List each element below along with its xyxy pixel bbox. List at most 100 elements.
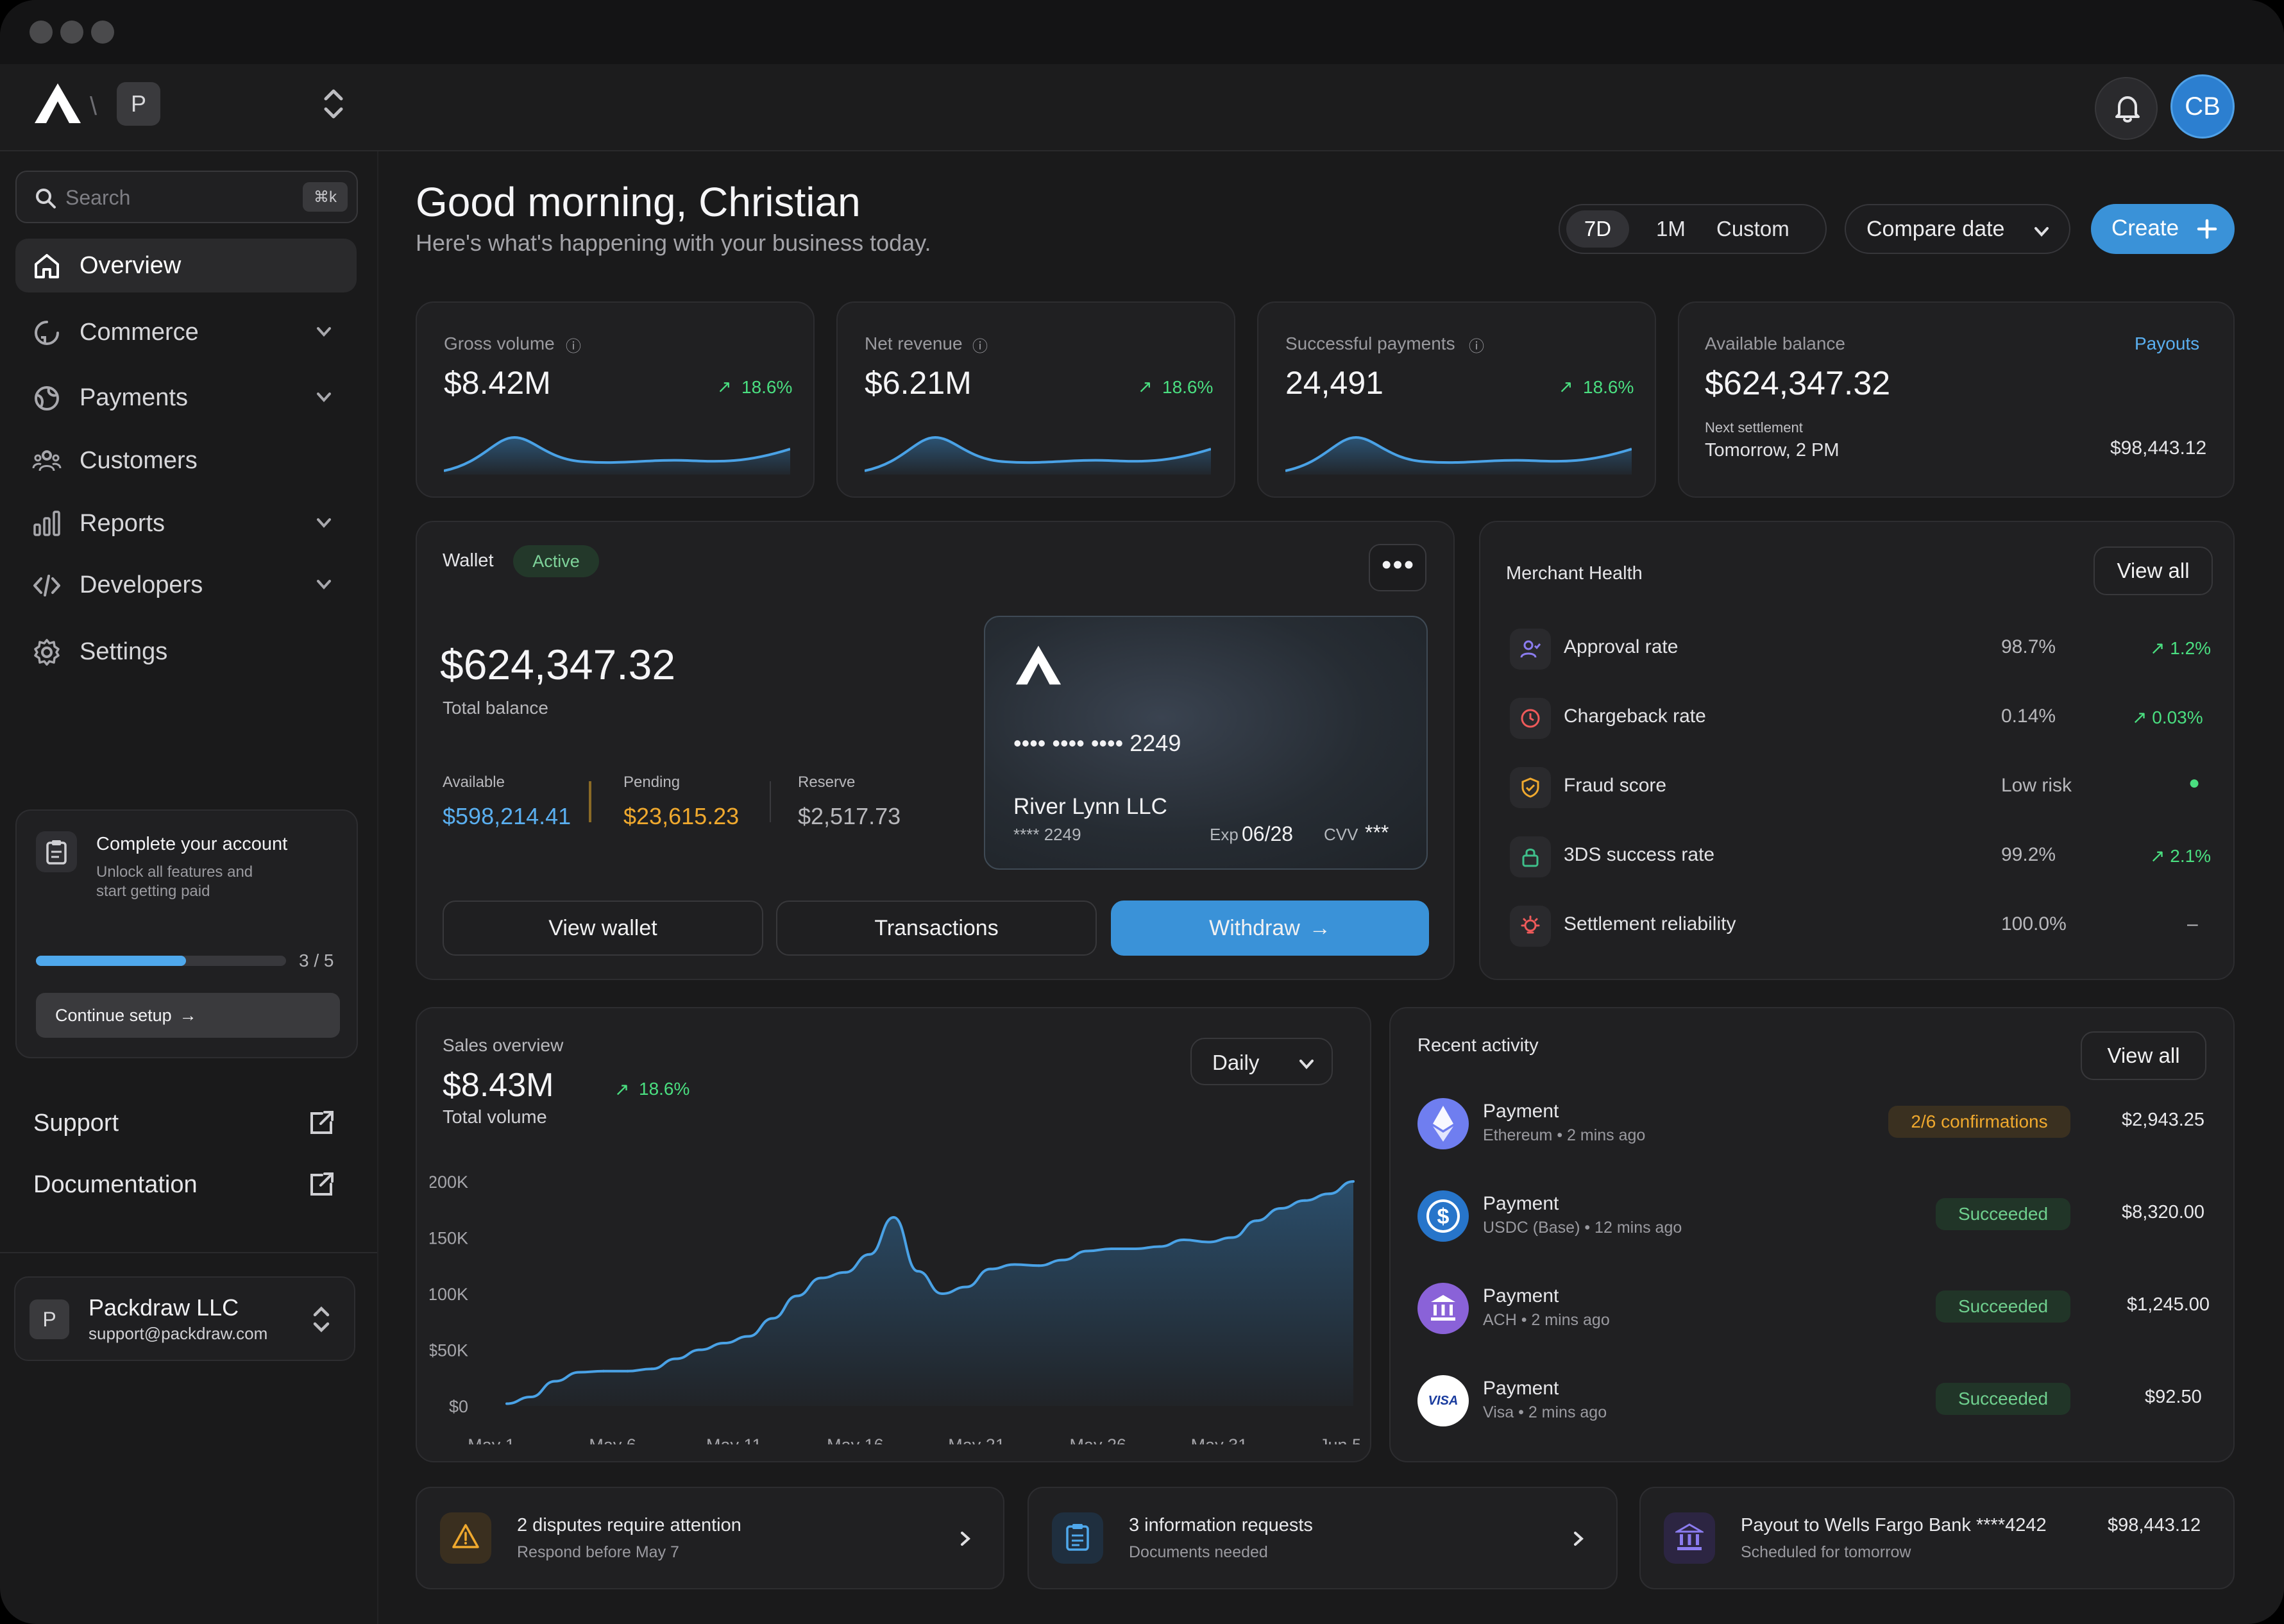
minimize-window-button[interactable]: [60, 21, 83, 44]
status-dot: ●: [2188, 772, 2201, 793]
merchant-view-all-button[interactable]: View all: [2094, 546, 2213, 595]
data-point: [747, 1335, 750, 1338]
clock-icon: [1510, 698, 1551, 739]
sales-value: $8.43M: [443, 1067, 554, 1104]
activity-row[interactable]: Payment ACH • 2 mins ago Succeeded $1,24…: [1417, 1276, 2213, 1347]
mh-value: 99.2%: [2001, 844, 2056, 865]
nav-customers[interactable]: Customers: [15, 434, 357, 487]
mh-row-3ds[interactable]: 3DS success rate 99.2% ↗ 2.1%: [1510, 831, 2211, 883]
nav-overview[interactable]: Overview: [15, 239, 357, 292]
documentation-link[interactable]: Documentation: [33, 1171, 198, 1198]
compare-date-select[interactable]: Compare date: [1845, 204, 2070, 254]
mh-value: 0.14%: [2001, 706, 2056, 727]
user-avatar[interactable]: CB: [2170, 74, 2235, 139]
chevron-down-icon: [317, 580, 331, 589]
notifications-button[interactable]: [2095, 77, 2158, 140]
lock-icon: [1510, 836, 1551, 877]
nav-commerce[interactable]: Commerce: [15, 305, 357, 359]
available-label: Available: [443, 774, 505, 791]
nav-label: Settings: [80, 638, 168, 665]
mh-row-fraud[interactable]: Fraud score Low risk ●: [1510, 762, 2203, 813]
chevron-right-icon: [961, 1532, 970, 1546]
alert-information-requests[interactable]: 3 information requests Documents needed: [1028, 1487, 1618, 1589]
kpi-label: Net revenue: [865, 334, 963, 353]
maximize-window-button[interactable]: [91, 21, 114, 44]
mh-label: Chargeback rate: [1564, 706, 1706, 727]
external-link-icon[interactable]: [307, 1108, 336, 1138]
brand-logo-icon[interactable]: [32, 81, 83, 126]
activity-amount: $2,943.25: [2122, 1110, 2205, 1130]
mh-value: 98.7%: [2001, 636, 2056, 657]
virtual-card[interactable]: •••• •••• •••• 2249 River Lynn LLC **** …: [984, 616, 1428, 870]
nav-payments[interactable]: Payments: [15, 371, 357, 425]
kpi-change: 18.6%: [741, 377, 793, 397]
create-button[interactable]: Create: [2091, 204, 2235, 254]
visa-icon: VISA: [1417, 1375, 1469, 1426]
nav-developers[interactable]: Developers: [15, 558, 357, 612]
external-link-icon[interactable]: [307, 1170, 336, 1199]
range-7d[interactable]: 7D: [1566, 210, 1629, 248]
data-point: [602, 1369, 605, 1373]
view-wallet-button[interactable]: View wallet: [443, 901, 763, 956]
payouts-link[interactable]: Payouts: [2135, 334, 2200, 353]
data-point: [795, 1294, 799, 1298]
wallet-total: $624,347.32: [440, 641, 676, 688]
mh-row-settlement[interactable]: Settlement reliability 100.0% –: [1510, 901, 2203, 952]
org-avatar[interactable]: P: [117, 82, 160, 126]
bank-icon: [1417, 1283, 1469, 1334]
card-short-number: **** 2249: [1013, 825, 1081, 844]
alert-payout[interactable]: Payout to Wells Fargo Bank ****4242 Sche…: [1639, 1487, 2235, 1589]
search-box[interactable]: Search ⌘k: [15, 171, 358, 223]
close-window-button[interactable]: [30, 21, 53, 44]
mh-row-approval[interactable]: Approval rate 98.7% ↗ 1.2%: [1510, 623, 2211, 675]
activity-subtitle: Visa • 2 mins ago: [1483, 1403, 1607, 1421]
shield-icon: [1510, 767, 1551, 808]
page-title: Good morning, Christian: [416, 179, 861, 225]
period-label: Daily: [1212, 1051, 1260, 1074]
range-1m[interactable]: 1M: [1656, 217, 1686, 241]
data-point: [675, 1357, 677, 1360]
period-select[interactable]: Daily: [1190, 1038, 1333, 1085]
kpi-label: Successful payments: [1285, 334, 1455, 353]
wallet-more-button[interactable]: •••: [1369, 544, 1426, 591]
series-area: [507, 1181, 1353, 1406]
activity-row[interactable]: VISA Payment Visa • 2 mins ago Succeeded…: [1417, 1369, 2213, 1439]
x-tick-label: May 6: [589, 1435, 636, 1444]
activity-row[interactable]: $ Payment USDC (Base) • 12 mins ago Succ…: [1417, 1184, 2213, 1255]
setup-title: Complete your account: [96, 834, 288, 854]
nav-settings[interactable]: Settings: [15, 625, 357, 679]
sales-area-chart[interactable]: $200K $150K $100K $50K $0 May 1 May 6 May 11 May…: [430, 1149, 1360, 1444]
kpi-card-net-revenue[interactable]: Net revenue ⓘ $6.21M ↗ 18.6%: [836, 301, 1235, 498]
data-point: [820, 1276, 823, 1280]
gear-icon: [34, 639, 60, 666]
range-custom[interactable]: Custom: [1716, 217, 1789, 241]
withdraw-button[interactable]: Withdraw →: [1111, 901, 1429, 956]
withdraw-label: Withdraw: [1209, 915, 1300, 940]
transactions-button[interactable]: Transactions: [776, 901, 1097, 956]
data-point: [1037, 1264, 1040, 1267]
nav-reports[interactable]: Reports: [15, 496, 357, 550]
activity-row[interactable]: Payment Ethereum • 2 mins ago 2/6 confir…: [1417, 1092, 2213, 1162]
data-point: [1279, 1207, 1282, 1210]
data-point: [1110, 1248, 1113, 1250]
continue-setup-button[interactable]: Continue setup →: [36, 993, 340, 1038]
x-tick-label: Jun 5: [1319, 1435, 1360, 1444]
data-point: [868, 1253, 871, 1256]
divider: [589, 781, 591, 822]
account-switcher[interactable]: P Packdraw LLC support@packdraw.com: [14, 1276, 355, 1361]
chevron-up-down-icon: [313, 1306, 330, 1333]
setup-desc-line2: start getting paid: [96, 883, 210, 900]
mh-change-text: 1.2%: [2170, 638, 2212, 658]
kpi-card-successful-payments[interactable]: Successful payments ⓘ 24,491 ↗ 18.6%: [1257, 301, 1656, 498]
alert-disputes[interactable]: 2 disputes require attention Respond bef…: [416, 1487, 1004, 1589]
support-link[interactable]: Support: [33, 1110, 119, 1137]
alert-title: 3 information requests: [1129, 1515, 1313, 1535]
activity-view-all-button[interactable]: View all: [2081, 1031, 2206, 1080]
data-point: [989, 1267, 992, 1271]
mh-row-chargeback[interactable]: Chargeback rate 0.14% ↗ 0.03%: [1510, 693, 2203, 744]
mh-change: –: [2187, 913, 2198, 935]
kpi-card-gross-volume[interactable]: Gross volume ⓘ $8.42M ↗ 18.6%: [416, 301, 815, 498]
globe-icon: [35, 386, 59, 410]
chevron-up-down-icon[interactable]: [321, 87, 346, 121]
